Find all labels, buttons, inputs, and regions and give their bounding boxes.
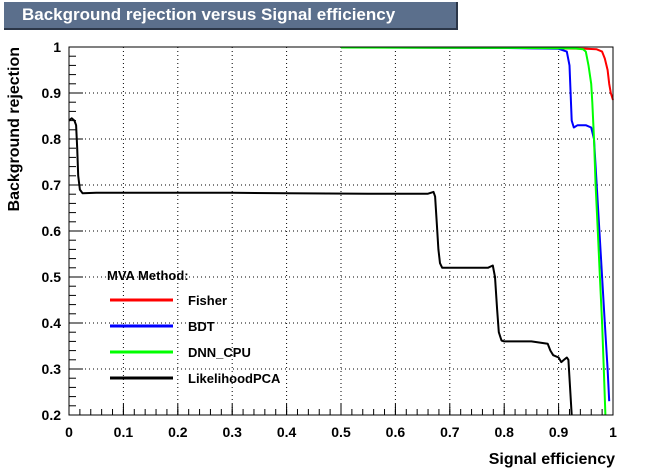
- legend-label: DNN_CPU: [188, 345, 251, 360]
- x-tick-label: 0.9: [549, 424, 569, 440]
- x-tick-label: 0.5: [331, 424, 351, 440]
- y-tick-label: 0.9: [42, 85, 62, 101]
- x-tick-label: 0.8: [494, 424, 514, 440]
- series-lines: [68, 46, 614, 416]
- y-tick-label: 0.2: [42, 407, 62, 423]
- x-tick-label: 0.3: [222, 424, 242, 440]
- x-tick-label: 0.6: [386, 424, 406, 440]
- x-tick-label: 0.4: [277, 424, 297, 440]
- series-line-likelihoodpca: [68, 117, 573, 416]
- y-tick-label: 0.8: [42, 131, 62, 147]
- axis-ticks: [68, 46, 614, 416]
- x-tick-label: 0.7: [440, 424, 460, 440]
- x-tick-label: 0: [65, 424, 73, 440]
- y-tick-label: 0.5: [42, 269, 62, 285]
- legend-title: MVA Method:: [107, 268, 189, 283]
- tick-labels: 0 0.1 0.2 0.3 0.4 0.5 0.6 0.7 0.8 0.9 1 0.2 0.3 0.4 0.…: [42, 39, 618, 440]
- chart-title: Background rejection versus Signal effic…: [22, 5, 396, 24]
- legend: MVA Method: Fisher BDT DNN_CPU LikelihoodPC…: [107, 268, 281, 386]
- x-axis-label: Signal efficiency: [489, 451, 615, 468]
- series-line-bdt: [368, 46, 611, 402]
- y-tick-label: 0.4: [42, 315, 62, 331]
- legend-label: BDT: [188, 319, 215, 334]
- y-tick-label: 0.6: [42, 223, 62, 239]
- legend-label: LikelihoodPCA: [188, 371, 281, 386]
- x-tick-label: 0.2: [168, 424, 188, 440]
- grid: [69, 47, 613, 415]
- x-tick-label: 1: [609, 424, 617, 440]
- x-tick-label: 0.1: [114, 424, 134, 440]
- y-axis-label: Background rejection: [6, 47, 23, 211]
- legend-label: Fisher: [188, 293, 227, 308]
- series-line-dnn-cpu: [340, 46, 607, 416]
- y-tick-label: 1: [53, 39, 61, 55]
- y-tick-label: 0.7: [42, 177, 62, 193]
- y-tick-label: 0.3: [42, 361, 62, 377]
- title-box: Background rejection versus Signal effic…: [4, 2, 458, 30]
